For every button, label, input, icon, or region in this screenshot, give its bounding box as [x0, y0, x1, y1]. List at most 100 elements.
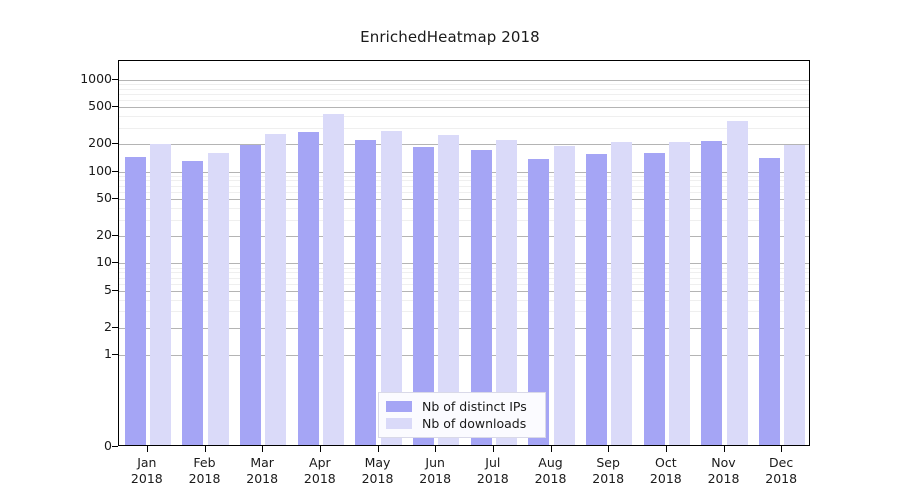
bar-nov-ips	[701, 140, 723, 445]
y-tick-label: 1	[104, 346, 112, 362]
gridline-minor	[119, 186, 809, 187]
bar-sep-ips	[585, 153, 608, 445]
x-tick-month: Oct	[655, 455, 677, 470]
x-tick-year: 2018	[246, 471, 279, 486]
bar-jun-ips	[412, 147, 435, 445]
x-tick-year: 2018	[361, 471, 394, 486]
x-tick-year: 2018	[188, 471, 221, 486]
y-tick-label: 0	[104, 438, 112, 453]
x-tick-mark	[666, 446, 667, 452]
x-tick-mark	[781, 446, 782, 452]
x-tick-month: Jul	[485, 455, 501, 470]
x-tick-month: Jun	[425, 455, 445, 470]
y-tick-label: 1000	[80, 70, 112, 86]
x-tick-month: Mar	[250, 455, 274, 470]
gridline-major	[119, 199, 809, 200]
legend-swatch-icon	[386, 401, 412, 412]
x-tick-month: Nov	[711, 455, 736, 470]
x-tick-mark	[320, 446, 321, 452]
gridline-major	[119, 172, 809, 173]
y-tick-mark	[112, 143, 118, 144]
bar-feb-downloads	[207, 152, 229, 445]
x-tick-label-jun: Jun 2018	[390, 455, 480, 487]
x-tick-label-aug: Aug 2018	[506, 455, 596, 487]
y-tick-label: 10	[96, 254, 112, 270]
y-tick-mark	[112, 327, 118, 328]
chart-legend: Nb of distinct IPs Nb of downloads	[378, 392, 546, 438]
bar-oct-downloads	[668, 141, 691, 445]
gridline-major	[119, 355, 809, 356]
x-tick-year: 2018	[592, 471, 625, 486]
y-tick-label: 5	[104, 282, 112, 297]
gridline-minor	[119, 300, 809, 301]
bar-dec-ips	[758, 158, 781, 445]
y-tick-mark	[112, 354, 118, 355]
x-tick-year: 2018	[534, 471, 567, 486]
x-tick-label-mar: Mar 2018	[217, 455, 307, 487]
gridline-major	[119, 107, 809, 108]
gridline-minor	[119, 84, 809, 85]
y-tick-mark	[112, 171, 118, 172]
x-tick-mark	[205, 446, 206, 452]
gridline-major	[119, 291, 809, 292]
x-tick-month: Apr	[309, 455, 331, 470]
gridline-minor	[119, 89, 809, 90]
legend-swatch-icon	[386, 418, 412, 429]
x-tick-year: 2018	[419, 471, 452, 486]
bar-may-ips	[355, 140, 377, 445]
bar-mar-ips	[239, 145, 262, 445]
bar-jul-ips	[470, 150, 492, 445]
bar-may-downloads	[380, 131, 402, 445]
gridline-minor	[119, 94, 809, 95]
x-tick-mark	[551, 446, 552, 452]
bar-oct-ips	[643, 152, 665, 445]
y-tick-mark	[112, 235, 118, 236]
bar-feb-ips	[182, 160, 204, 445]
y-tick-mark	[112, 106, 118, 107]
bar-sep-downloads	[611, 141, 633, 445]
x-tick-year: 2018	[476, 471, 509, 486]
x-tick-mark	[608, 446, 609, 452]
gridline-major	[119, 80, 809, 81]
x-tick-month: Aug	[538, 455, 563, 470]
bar-apr-downloads	[322, 114, 345, 445]
gridline-major	[119, 236, 809, 237]
legend-item: Nb of distinct IPs	[386, 398, 538, 415]
bar-aug-downloads	[553, 146, 575, 445]
chart-title: EnrichedHeatmap 2018	[360, 28, 540, 46]
y-tick-label: 200	[88, 134, 112, 150]
bar-jan-downloads	[149, 144, 172, 445]
x-tick-label-nov: Nov 2018	[679, 455, 769, 487]
gridline-major	[119, 263, 809, 264]
x-tick-label-dec: Dec 2018	[736, 455, 826, 487]
y-tick-mark	[112, 446, 118, 447]
bar-apr-ips	[297, 132, 319, 445]
y-tick-label: 500	[88, 98, 112, 114]
x-tick-month: Feb	[193, 455, 216, 470]
x-tick-label-oct: Oct 2018	[621, 455, 711, 487]
x-tick-year: 2018	[130, 471, 163, 486]
x-tick-year: 2018	[303, 471, 336, 486]
x-tick-label-feb: Feb 2018	[160, 455, 250, 487]
x-tick-mark	[724, 446, 725, 452]
gridline-minor	[119, 268, 809, 269]
x-tick-mark	[262, 446, 263, 452]
bar-aug-ips	[528, 159, 550, 445]
x-tick-mark	[493, 446, 494, 452]
legend-label: Nb of downloads	[422, 416, 527, 431]
gridline-minor	[119, 284, 809, 285]
gridline-minor	[119, 208, 809, 209]
y-tick-mark	[112, 262, 118, 263]
y-tick-label: 50	[96, 190, 112, 206]
y-tick-mark	[112, 198, 118, 199]
gridline-major	[119, 328, 809, 329]
y-tick-label: 20	[96, 226, 112, 242]
gridline-minor	[119, 100, 809, 101]
gridline-minor	[119, 116, 809, 117]
bar-jun-downloads	[438, 135, 460, 445]
gridline-minor	[119, 311, 809, 312]
y-tick-label: 2	[104, 318, 112, 334]
y-tick-mark	[112, 79, 118, 80]
gridline-minor	[119, 272, 809, 273]
